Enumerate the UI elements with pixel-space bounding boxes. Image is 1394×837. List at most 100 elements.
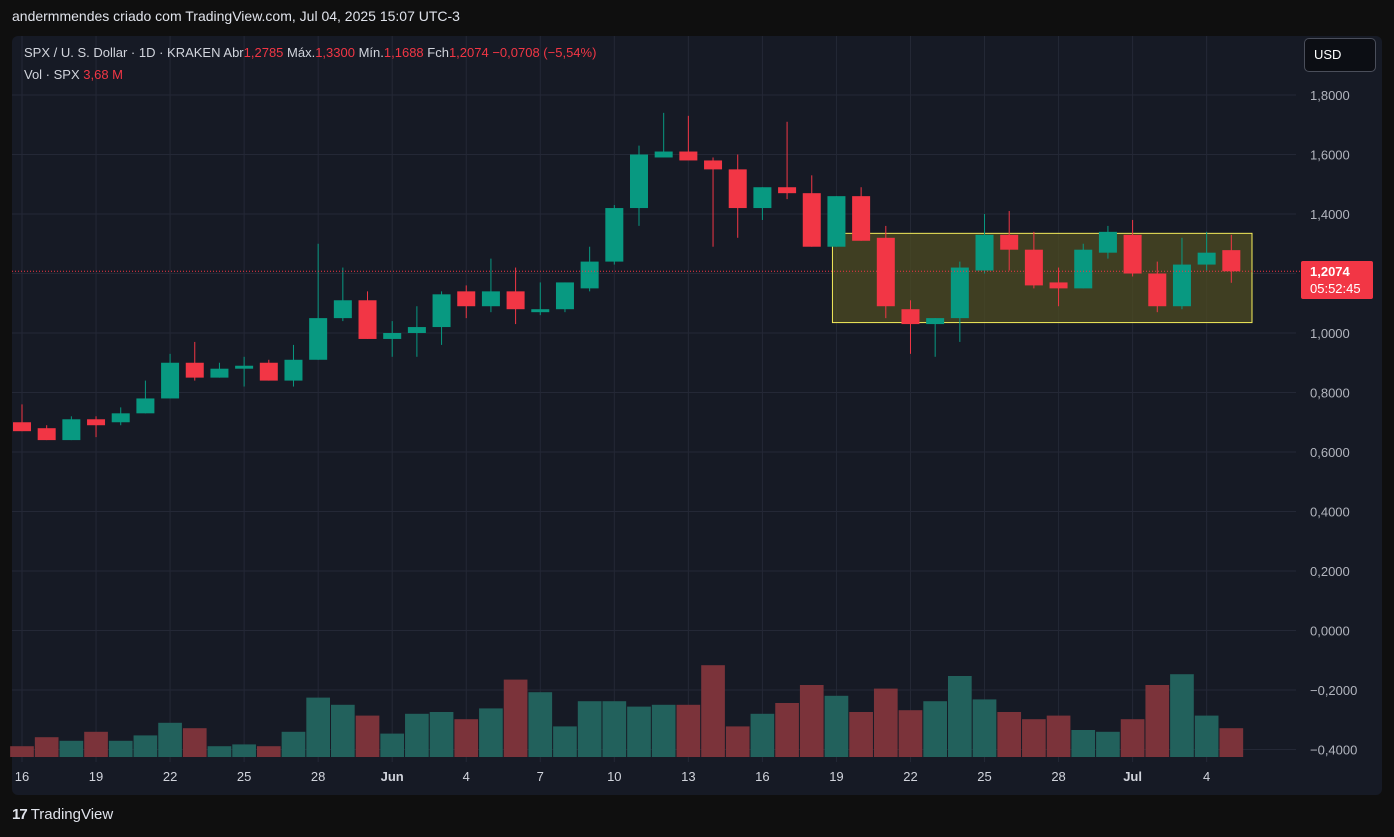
candle-body (1222, 250, 1241, 272)
candle-body (827, 196, 846, 247)
low-value: 1,1688 (383, 45, 424, 60)
price-axis[interactable]: 1,80001,60001,40001,20001,00000,80000,60… (1310, 88, 1357, 758)
candle-body (87, 419, 106, 426)
volume-legend: Vol · SPX 3,68 M (24, 67, 123, 82)
candle-body (901, 309, 920, 325)
x-tick-label: 10 (607, 769, 621, 784)
candle-body (1197, 252, 1216, 265)
volume-bar (577, 701, 602, 757)
y-tick-label: −0,2000 (1310, 683, 1357, 698)
volume-value: 3,68 M (83, 67, 124, 82)
close-value: 1,2074 (448, 45, 489, 60)
volume-bar (873, 688, 898, 757)
candle-body (185, 362, 204, 378)
candle-body (753, 187, 772, 209)
grid-lines (12, 36, 1296, 762)
tradingview-footer[interactable]: 17 TradingView (12, 806, 113, 823)
volume-bar (824, 695, 849, 757)
candle-body (1024, 249, 1043, 286)
candle-body (1123, 234, 1142, 274)
symbol-label[interactable]: SPX / U. S. Dollar · 1D · KRAKEN (24, 45, 221, 60)
candle-body (333, 300, 352, 319)
candle-body (259, 362, 278, 381)
y-tick-label: 0,2000 (1310, 564, 1350, 579)
open-label: Abr (223, 45, 244, 60)
candle-body (506, 291, 525, 310)
candle-body (210, 368, 229, 378)
volume-bar (528, 692, 553, 757)
volume-bar (1071, 730, 1096, 757)
x-tick-label: Jul (1123, 769, 1142, 784)
candle-body (630, 154, 648, 209)
volume-bar (627, 706, 651, 757)
volume-bar (479, 708, 503, 757)
volume-label[interactable]: Vol · SPX (24, 67, 80, 82)
volume-bar (133, 735, 158, 757)
volume-bar (1120, 719, 1145, 757)
x-tick-label: 13 (681, 769, 695, 784)
x-tick-label: 28 (1051, 769, 1065, 784)
volume-bar (799, 685, 824, 757)
volume-bar (1096, 731, 1120, 757)
volume-bar (1046, 715, 1071, 757)
x-tick-label: Jun (381, 769, 404, 784)
volume-bar (331, 704, 355, 757)
volume-bar (429, 712, 454, 757)
last-price-value: 1,2074 (1310, 264, 1350, 279)
time-axis[interactable]: 16 19 22 25 28 Jun 4 7 10 13 16 19 22 25 28 Jul 4 (15, 769, 1210, 784)
low-label: Mín. (358, 45, 384, 60)
candle-body (975, 234, 994, 271)
candle-body (1172, 264, 1191, 307)
candle-body (1074, 249, 1093, 289)
y-tick-label: −0,4000 (1310, 743, 1357, 758)
chart-panel[interactable] (12, 36, 1382, 795)
volume-bar (158, 722, 182, 757)
candle-body (235, 365, 254, 369)
candle-body (37, 428, 56, 441)
y-tick-label: 1,0000 (1310, 326, 1350, 341)
x-tick-label: 16 (15, 769, 29, 784)
x-tick-label: 19 (829, 769, 843, 784)
volume-bar (1219, 728, 1244, 757)
volume-bars (10, 665, 1244, 757)
high-label: Máx. (287, 45, 316, 60)
currency-button[interactable]: USD (1304, 38, 1376, 72)
candle-body (605, 208, 624, 262)
candle-body (457, 291, 476, 307)
volume-bar (849, 712, 873, 757)
x-tick-label: 7 (537, 769, 544, 784)
candle-body (802, 193, 821, 247)
high-value: 1,3300 (315, 45, 355, 60)
candle-body (852, 196, 871, 241)
volume-bar (1194, 715, 1219, 757)
candle-body (407, 327, 426, 333)
volume-bar (775, 703, 799, 757)
y-tick-label: 1,8000 (1310, 88, 1350, 103)
volume-bar (997, 712, 1022, 757)
open-value: 1,2785 (243, 45, 284, 60)
volume-bar (602, 701, 627, 757)
volume-bar (1170, 674, 1194, 757)
candle-body (1000, 234, 1019, 250)
volume-bar (281, 731, 306, 757)
candle-body (926, 318, 945, 325)
volume-bar (503, 679, 528, 757)
volume-bar (380, 733, 405, 757)
candle-body (309, 318, 328, 360)
candle-body (481, 291, 500, 307)
candles[interactable] (13, 112, 1241, 441)
x-tick-label: 19 (89, 769, 103, 784)
x-tick-label: 25 (237, 769, 251, 784)
candle-body (284, 359, 303, 381)
volume-bar (355, 715, 380, 757)
y-tick-label: 1,6000 (1310, 148, 1350, 163)
candle-body (1148, 273, 1167, 307)
candle-body (62, 419, 81, 441)
candle-body (950, 267, 969, 319)
candle-body (161, 362, 180, 399)
volume-bar (256, 746, 281, 757)
candle-body (679, 151, 698, 161)
volume-bar (232, 744, 256, 757)
volume-bar (34, 737, 59, 757)
